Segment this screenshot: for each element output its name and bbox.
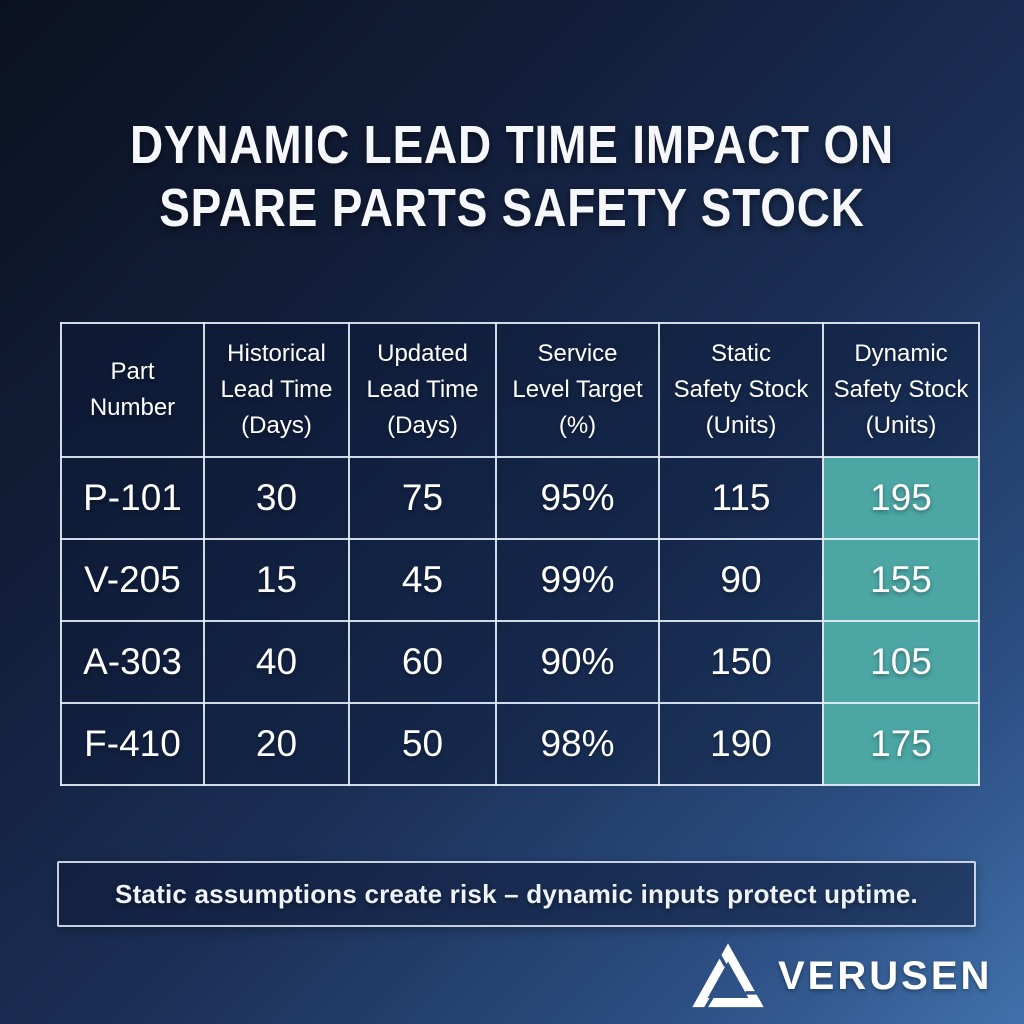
cell-historical-lead-time: 40 (203, 620, 350, 704)
cell-service-level-target: 99% (495, 538, 660, 622)
table-row: P-101 30 75 95% 115 195 (60, 456, 980, 540)
header-static-safety-stock: Static Safety Stock (Units) (658, 322, 824, 458)
cell-static-safety-stock: 150 (658, 620, 824, 704)
cell-part-number: A-303 (60, 620, 205, 704)
cell-static-safety-stock: 115 (658, 456, 824, 540)
brand-logo: VERUSEN (690, 941, 992, 1011)
cell-dynamic-safety-stock-highlighted: 195 (822, 456, 980, 540)
cell-service-level-target: 95% (495, 456, 660, 540)
table-row: A-303 40 60 90% 150 105 (60, 620, 980, 704)
table-header-row: Part Number Historical Lead Time (Days) … (60, 322, 980, 458)
takeaway-banner: Static assumptions create risk – dynamic… (57, 861, 976, 927)
table-row: F-410 20 50 98% 190 175 (60, 702, 980, 786)
safety-stock-table: Part Number Historical Lead Time (Days) … (60, 322, 980, 786)
cell-updated-lead-time: 75 (348, 456, 497, 540)
cell-dynamic-safety-stock-highlighted: 105 (822, 620, 980, 704)
cell-service-level-target: 90% (495, 620, 660, 704)
verusen-triangle-icon (690, 941, 766, 1011)
cell-dynamic-safety-stock-highlighted: 155 (822, 538, 980, 622)
page-title-line1: DYNAMIC LEAD TIME IMPACT ON (129, 115, 895, 175)
cell-updated-lead-time: 60 (348, 620, 497, 704)
cell-updated-lead-time: 45 (348, 538, 497, 622)
cell-part-number: F-410 (60, 702, 205, 786)
brand-name: VERUSEN (778, 953, 993, 998)
header-historical-lead-time: Historical Lead Time (Days) (203, 322, 350, 458)
header-dynamic-safety-stock: Dynamic Safety Stock (Units) (822, 322, 980, 458)
cell-updated-lead-time: 50 (348, 702, 497, 786)
header-part-number: Part Number (60, 322, 205, 458)
cell-part-number: V-205 (60, 538, 205, 622)
cell-static-safety-stock: 190 (658, 702, 824, 786)
page-title: DYNAMIC LEAD TIME IMPACT ON SPARE PARTS … (77, 114, 947, 239)
table-row: V-205 15 45 99% 90 155 (60, 538, 980, 622)
cell-historical-lead-time: 30 (203, 456, 350, 540)
header-updated-lead-time: Updated Lead Time (Days) (348, 322, 497, 458)
cell-dynamic-safety-stock-highlighted: 175 (822, 702, 980, 786)
cell-historical-lead-time: 20 (203, 702, 350, 786)
cell-service-level-target: 98% (495, 702, 660, 786)
page-title-line2: SPARE PARTS SAFETY STOCK (159, 177, 865, 238)
cell-static-safety-stock: 90 (658, 538, 824, 622)
takeaway-text: Static assumptions create risk – dynamic… (115, 878, 918, 909)
cell-part-number: P-101 (60, 456, 205, 540)
header-service-level-target: Service Level Target (%) (495, 322, 660, 458)
cell-historical-lead-time: 15 (203, 538, 350, 622)
